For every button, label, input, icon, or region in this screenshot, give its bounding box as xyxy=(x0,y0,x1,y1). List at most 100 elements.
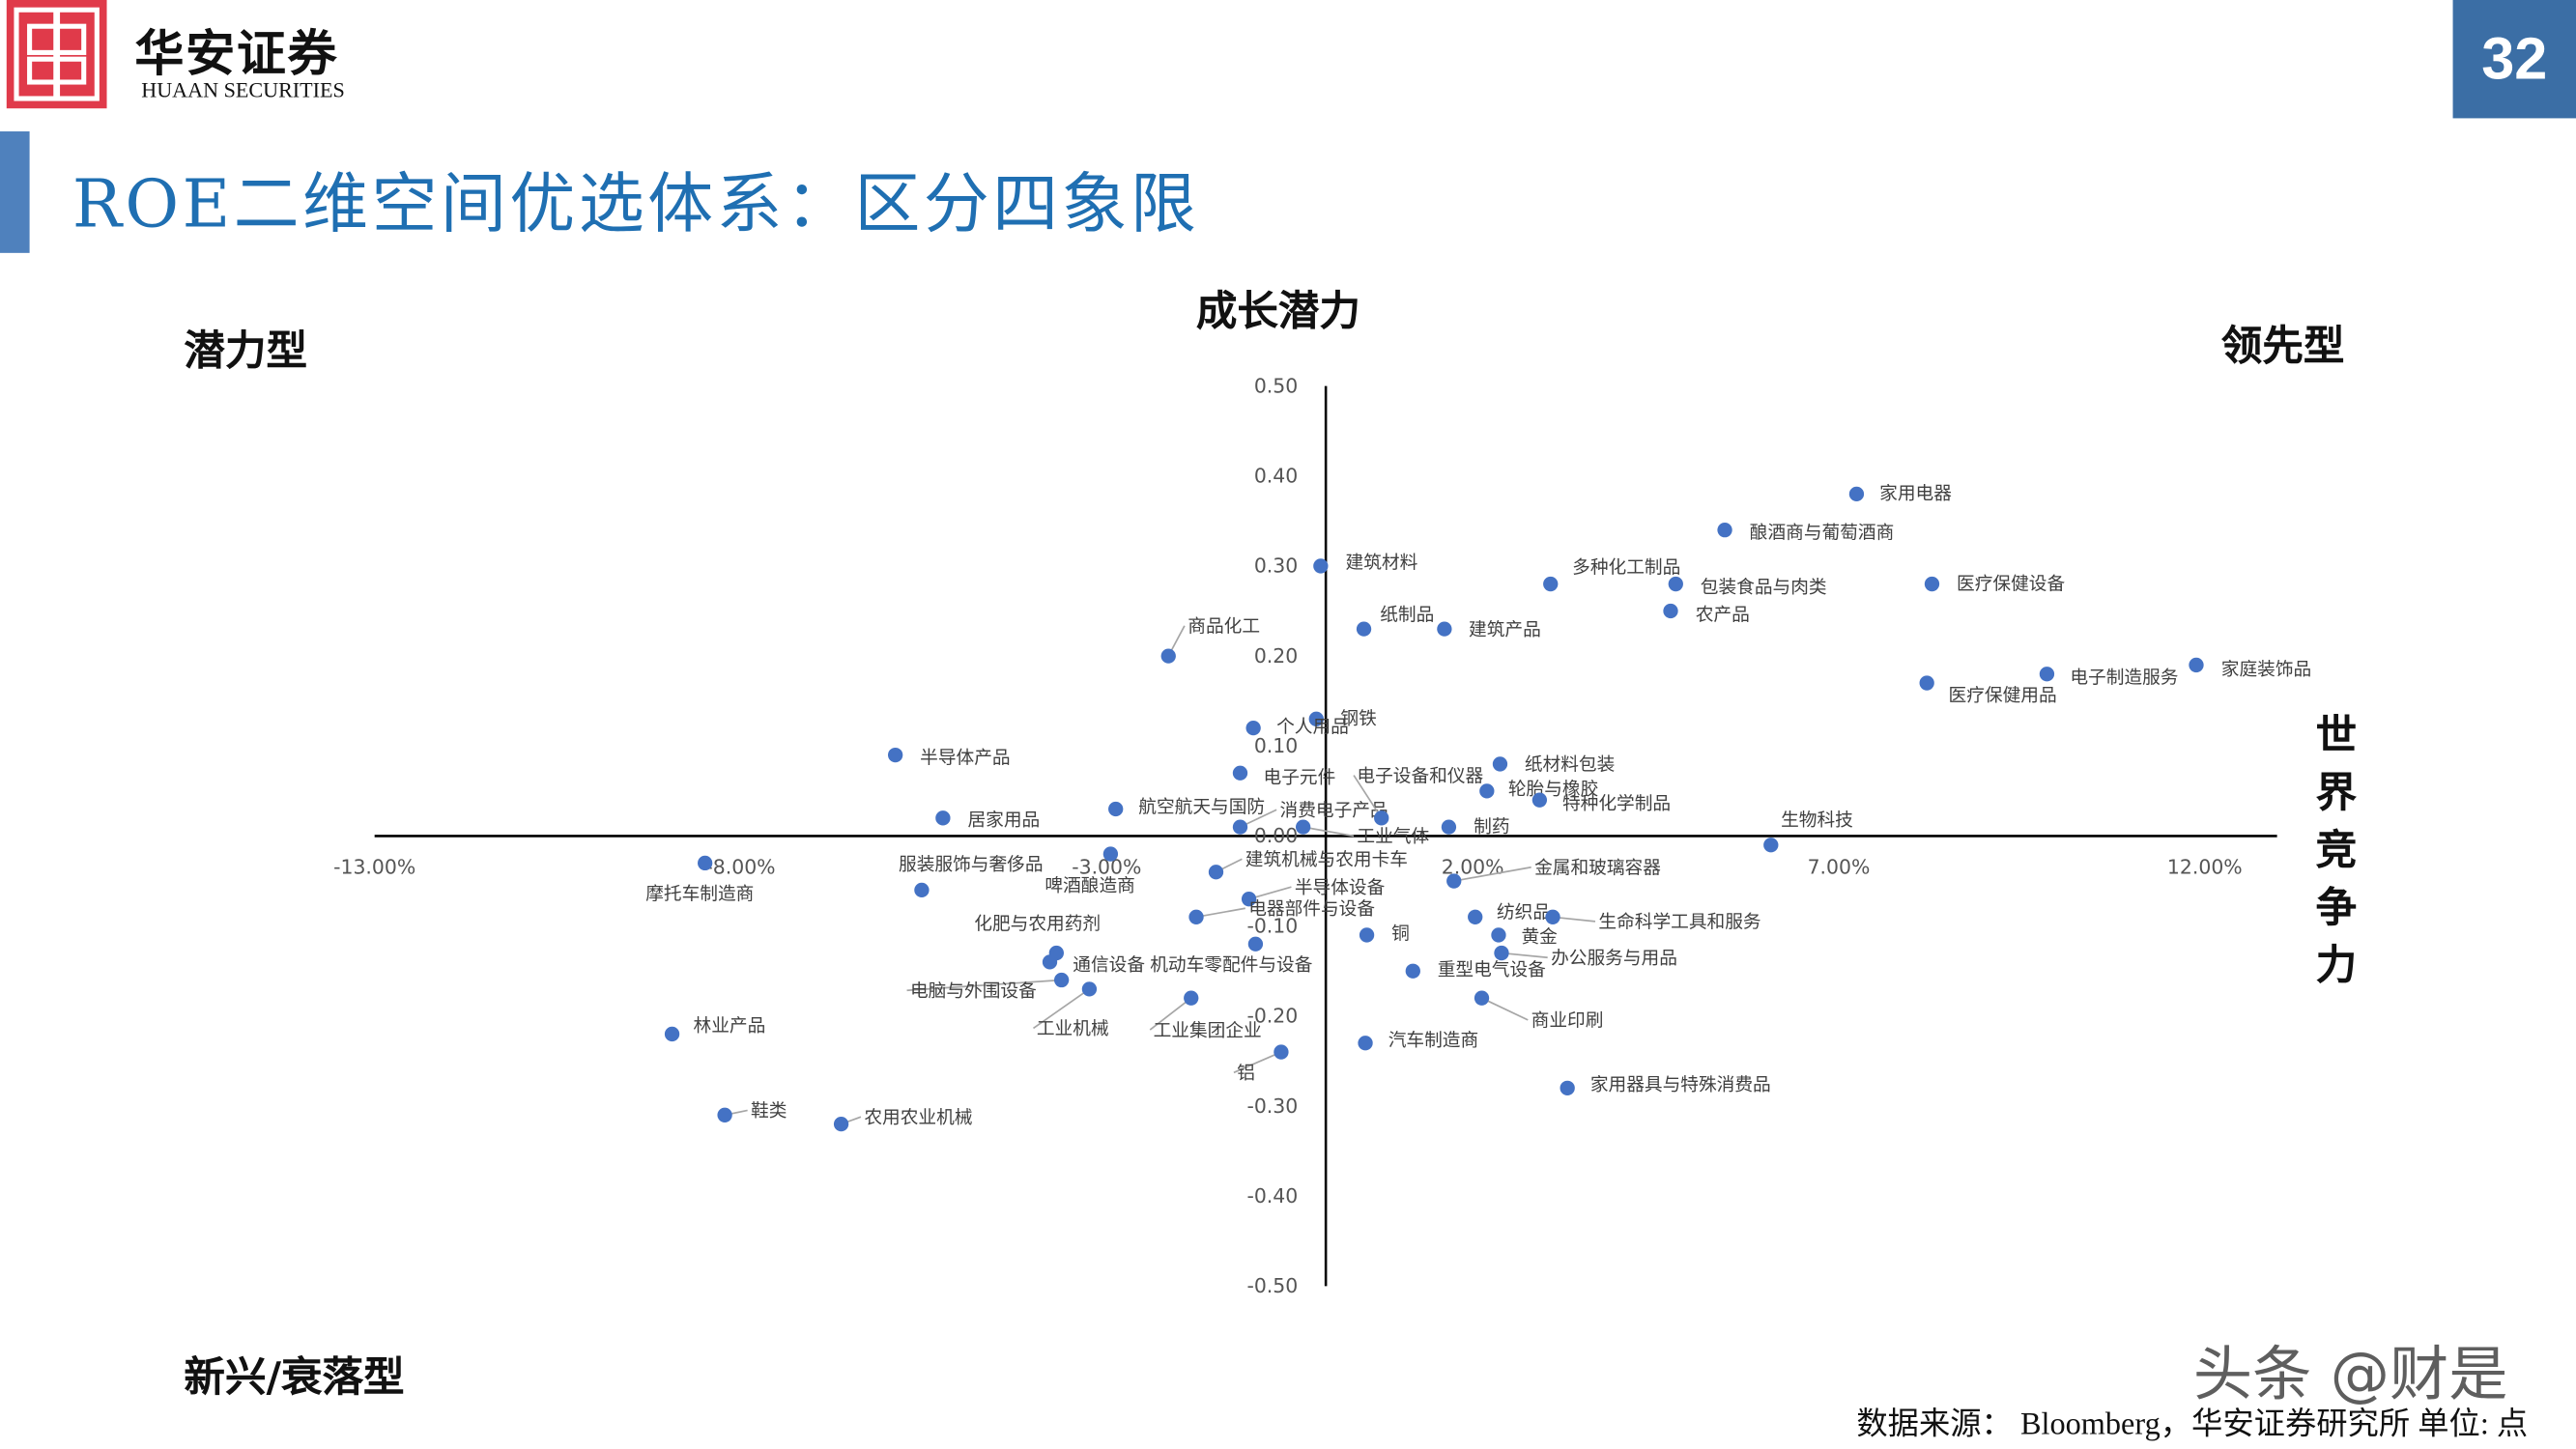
data-point xyxy=(1247,936,1264,952)
data-label: 铝 xyxy=(1237,1064,1255,1084)
data-label: 半导体设备 xyxy=(1295,878,1386,898)
data-label: 消费电子产品 xyxy=(1280,801,1388,821)
data-label: 家用器具与特殊消费品 xyxy=(1590,1075,1771,1095)
leader-line xyxy=(1501,952,1548,959)
data-point xyxy=(1160,648,1176,664)
data-label: 制药 xyxy=(1474,817,1509,838)
data-point xyxy=(1313,558,1329,574)
watermark: 头条 @财是 xyxy=(2192,1342,2508,1409)
data-label: 化肥与农用药剂 xyxy=(974,914,1101,934)
data-point xyxy=(1437,621,1452,637)
quadrant-label-bottom-left: 新兴/衰落型 xyxy=(184,1353,405,1402)
source-note: 数据来源： Bloomberg，华安证券研究所 单位: 点 xyxy=(1856,1407,2529,1442)
data-label: 个人用品 xyxy=(1276,717,1349,737)
data-point xyxy=(1663,603,1678,619)
data-point xyxy=(1274,1044,1289,1060)
data-label: 多种化工制品 xyxy=(1572,557,1680,578)
data-point xyxy=(717,1107,732,1122)
x-tick-label: 7.00% xyxy=(1808,856,1871,879)
data-label: 航空航天与国防 xyxy=(1138,798,1265,818)
data-label: 半导体产品 xyxy=(920,749,1010,769)
y-tick-label: -0.40 xyxy=(1246,1184,1298,1208)
data-label: 服装服饰与奢侈品 xyxy=(899,855,1044,875)
data-label: 酿酒商与葡萄酒商 xyxy=(1750,524,1895,544)
data-label: 电子制造服务 xyxy=(2070,668,2178,688)
data-point xyxy=(1441,819,1457,835)
data-point xyxy=(664,1026,680,1042)
page-number: 32 xyxy=(2452,0,2576,119)
leader-line xyxy=(1033,988,1090,1030)
data-label: 农用农业机械 xyxy=(864,1108,972,1128)
title-accent-bar xyxy=(0,131,30,253)
data-label: 黄金 xyxy=(1521,927,1558,948)
logo-mark xyxy=(6,0,107,109)
data-point xyxy=(1924,576,1940,592)
quadrant-label-top-right: 领先型 xyxy=(2220,322,2345,370)
data-label: 包装食品与肉类 xyxy=(1701,578,1827,598)
axis-label-right: 世界竞争力 xyxy=(2309,712,2358,1001)
data-point xyxy=(2189,657,2204,673)
data-label: 啤酒酿造商 xyxy=(1045,876,1134,896)
data-point xyxy=(1081,981,1098,997)
y-tick-label: 0.50 xyxy=(1254,374,1298,397)
data-label: 纺织品 xyxy=(1497,902,1551,923)
data-point xyxy=(1919,675,1934,691)
data-point xyxy=(833,1116,849,1132)
data-label: 机动车零配件与设备 xyxy=(1150,955,1312,976)
data-label: 钢铁 xyxy=(1340,709,1377,729)
data-point xyxy=(1717,523,1732,538)
data-label: 农产品 xyxy=(1696,606,1750,626)
data-point xyxy=(1188,909,1204,924)
data-point xyxy=(1356,621,1372,637)
data-point xyxy=(1763,838,1779,853)
leader-line xyxy=(1149,997,1192,1031)
data-point xyxy=(1374,810,1389,826)
huaan-logo-icon xyxy=(14,7,100,101)
y-tick-label: 0.20 xyxy=(1254,644,1298,668)
data-label: 家庭装饰品 xyxy=(2221,660,2311,680)
data-point xyxy=(1531,792,1548,808)
page-title: ROE二维空间优选体系：区分四象限 xyxy=(72,167,1200,243)
data-point xyxy=(1543,576,1559,592)
data-point xyxy=(1308,711,1324,726)
data-label: 纸材料包装 xyxy=(1525,754,1615,775)
y-tick-label: 0.10 xyxy=(1254,734,1298,757)
data-point xyxy=(1479,783,1495,799)
data-point xyxy=(1491,927,1506,943)
data-point xyxy=(1359,927,1375,943)
data-label: 商业印刷 xyxy=(1531,1011,1604,1032)
data-point xyxy=(1446,873,1462,889)
logo-english-name: HUAAN SECURITIES xyxy=(141,76,345,102)
data-label: 电脑与外围设备 xyxy=(910,981,1037,1002)
data-point xyxy=(1108,801,1124,817)
data-label: 林业产品 xyxy=(694,1016,766,1037)
leader-line xyxy=(1302,826,1355,838)
leader-line xyxy=(1453,866,1531,882)
y-tick-label: -0.10 xyxy=(1246,914,1298,937)
data-label: 生命科学工具和服务 xyxy=(1598,913,1760,933)
y-tick-label: -0.30 xyxy=(1246,1094,1298,1118)
data-point xyxy=(1053,972,1070,988)
data-point xyxy=(1668,576,1683,592)
data-point xyxy=(887,747,903,763)
x-tick-label: -13.00% xyxy=(333,856,415,879)
data-label: 生物科技 xyxy=(1781,810,1853,831)
data-point xyxy=(1492,756,1508,772)
data-point xyxy=(1494,945,1509,961)
data-label: 铜 xyxy=(1391,924,1410,945)
leader-line xyxy=(906,979,1062,992)
y-tick-label: -0.20 xyxy=(1246,1005,1298,1028)
data-label: 居家用品 xyxy=(967,810,1040,831)
data-label: 特种化学制品 xyxy=(1562,794,1671,814)
data-label: 电子设备和仪器 xyxy=(1357,766,1483,786)
data-point xyxy=(1474,990,1490,1006)
data-label: 工业集团企业 xyxy=(1154,1021,1262,1041)
data-point xyxy=(1848,486,1865,502)
data-point xyxy=(1560,1080,1575,1095)
leader-line xyxy=(1481,997,1529,1021)
data-point xyxy=(1245,720,1261,736)
data-label: 金属和玻璃容器 xyxy=(1534,859,1661,879)
data-label: 重型电气设备 xyxy=(1438,960,1546,980)
data-label: 工业气体 xyxy=(1357,827,1429,847)
